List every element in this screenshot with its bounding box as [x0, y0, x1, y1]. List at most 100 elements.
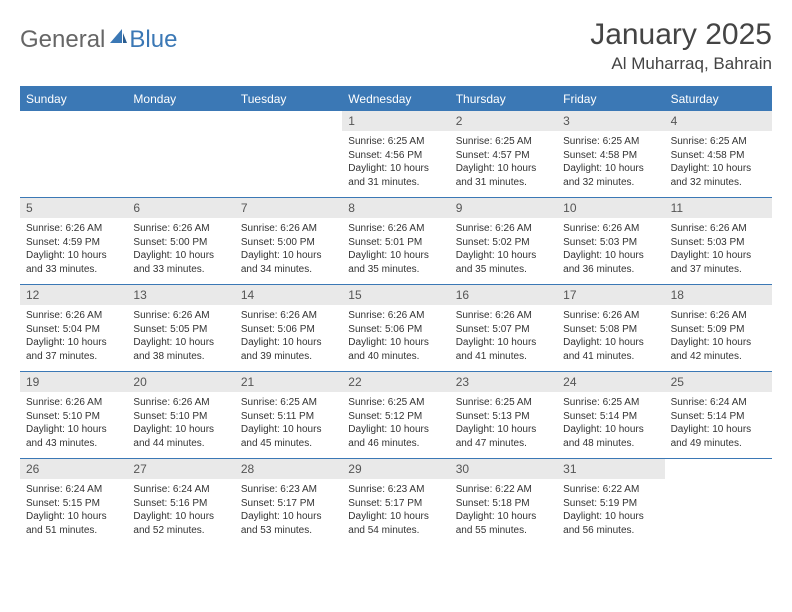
- sunrise-line: Sunrise: 6:22 AM: [456, 483, 551, 497]
- daylight-line: Daylight: 10 hours and 32 minutes.: [671, 162, 766, 189]
- day-info: Sunrise: 6:25 AMSunset: 5:12 PMDaylight:…: [342, 392, 449, 456]
- day-info: Sunrise: 6:25 AMSunset: 4:58 PMDaylight:…: [665, 131, 772, 195]
- dow-friday: Friday: [557, 88, 664, 110]
- daylight-line: Daylight: 10 hours and 51 minutes.: [26, 510, 121, 537]
- day-cell: 30Sunrise: 6:22 AMSunset: 5:18 PMDayligh…: [450, 459, 557, 545]
- day-cell: 24Sunrise: 6:25 AMSunset: 5:14 PMDayligh…: [557, 372, 664, 458]
- day-info: Sunrise: 6:26 AMSunset: 5:07 PMDaylight:…: [450, 305, 557, 369]
- sunset-line: Sunset: 5:03 PM: [671, 236, 766, 250]
- day-info: Sunrise: 6:24 AMSunset: 5:15 PMDaylight:…: [20, 479, 127, 543]
- day-info: Sunrise: 6:26 AMSunset: 5:01 PMDaylight:…: [342, 218, 449, 282]
- day-number: 11: [665, 198, 772, 218]
- sunrise-line: Sunrise: 6:25 AM: [348, 135, 443, 149]
- sunrise-line: Sunrise: 6:26 AM: [456, 222, 551, 236]
- sunset-line: Sunset: 5:17 PM: [348, 497, 443, 511]
- sunrise-line: Sunrise: 6:24 AM: [26, 483, 121, 497]
- day-cell: 28Sunrise: 6:23 AMSunset: 5:17 PMDayligh…: [235, 459, 342, 545]
- sunset-line: Sunset: 5:05 PM: [133, 323, 228, 337]
- daylight-line: Daylight: 10 hours and 41 minutes.: [563, 336, 658, 363]
- sunset-line: Sunset: 5:00 PM: [241, 236, 336, 250]
- day-info: Sunrise: 6:26 AMSunset: 5:05 PMDaylight:…: [127, 305, 234, 369]
- day-number: [235, 111, 342, 131]
- sunset-line: Sunset: 5:04 PM: [26, 323, 121, 337]
- day-number: 15: [342, 285, 449, 305]
- day-number: 27: [127, 459, 234, 479]
- sunset-line: Sunset: 5:10 PM: [133, 410, 228, 424]
- day-number: 30: [450, 459, 557, 479]
- sunset-line: Sunset: 5:13 PM: [456, 410, 551, 424]
- day-number: 13: [127, 285, 234, 305]
- sunrise-line: Sunrise: 6:25 AM: [456, 396, 551, 410]
- sunset-line: Sunset: 5:02 PM: [456, 236, 551, 250]
- day-info: Sunrise: 6:25 AMSunset: 4:58 PMDaylight:…: [557, 131, 664, 195]
- sunset-line: Sunset: 5:16 PM: [133, 497, 228, 511]
- title-block: January 2025 Al Muharraq, Bahrain: [590, 18, 772, 74]
- weeks-container: 1Sunrise: 6:25 AMSunset: 4:56 PMDaylight…: [20, 110, 772, 545]
- sunset-line: Sunset: 5:17 PM: [241, 497, 336, 511]
- daylight-line: Daylight: 10 hours and 46 minutes.: [348, 423, 443, 450]
- daylight-line: Daylight: 10 hours and 47 minutes.: [456, 423, 551, 450]
- day-info: Sunrise: 6:24 AMSunset: 5:14 PMDaylight:…: [665, 392, 772, 456]
- day-info: Sunrise: 6:26 AMSunset: 5:10 PMDaylight:…: [20, 392, 127, 456]
- sunset-line: Sunset: 5:03 PM: [563, 236, 658, 250]
- day-number: 24: [557, 372, 664, 392]
- sunset-line: Sunset: 4:57 PM: [456, 149, 551, 163]
- day-number: 5: [20, 198, 127, 218]
- sunset-line: Sunset: 5:06 PM: [348, 323, 443, 337]
- sunrise-line: Sunrise: 6:26 AM: [26, 222, 121, 236]
- day-info: Sunrise: 6:25 AMSunset: 5:14 PMDaylight:…: [557, 392, 664, 456]
- sunrise-line: Sunrise: 6:26 AM: [241, 222, 336, 236]
- sunset-line: Sunset: 5:19 PM: [563, 497, 658, 511]
- sunrise-line: Sunrise: 6:26 AM: [456, 309, 551, 323]
- day-cell: 5Sunrise: 6:26 AMSunset: 4:59 PMDaylight…: [20, 198, 127, 284]
- day-number: 2: [450, 111, 557, 131]
- day-number: 4: [665, 111, 772, 131]
- empty-cell: [20, 111, 127, 197]
- day-number: 18: [665, 285, 772, 305]
- daylight-line: Daylight: 10 hours and 34 minutes.: [241, 249, 336, 276]
- sunset-line: Sunset: 5:09 PM: [671, 323, 766, 337]
- daylight-line: Daylight: 10 hours and 56 minutes.: [563, 510, 658, 537]
- day-info: Sunrise: 6:22 AMSunset: 5:19 PMDaylight:…: [557, 479, 664, 543]
- daylight-line: Daylight: 10 hours and 49 minutes.: [671, 423, 766, 450]
- day-cell: 29Sunrise: 6:23 AMSunset: 5:17 PMDayligh…: [342, 459, 449, 545]
- day-number: 10: [557, 198, 664, 218]
- day-cell: 25Sunrise: 6:24 AMSunset: 5:14 PMDayligh…: [665, 372, 772, 458]
- daylight-line: Daylight: 10 hours and 36 minutes.: [563, 249, 658, 276]
- sunset-line: Sunset: 5:14 PM: [671, 410, 766, 424]
- dow-monday: Monday: [127, 88, 234, 110]
- week-row: 26Sunrise: 6:24 AMSunset: 5:15 PMDayligh…: [20, 458, 772, 545]
- day-cell: 1Sunrise: 6:25 AMSunset: 4:56 PMDaylight…: [342, 111, 449, 197]
- day-cell: 4Sunrise: 6:25 AMSunset: 4:58 PMDaylight…: [665, 111, 772, 197]
- sunrise-line: Sunrise: 6:22 AM: [563, 483, 658, 497]
- day-cell: 23Sunrise: 6:25 AMSunset: 5:13 PMDayligh…: [450, 372, 557, 458]
- daylight-line: Daylight: 10 hours and 42 minutes.: [671, 336, 766, 363]
- daylight-line: Daylight: 10 hours and 32 minutes.: [563, 162, 658, 189]
- daylight-line: Daylight: 10 hours and 54 minutes.: [348, 510, 443, 537]
- daylight-line: Daylight: 10 hours and 39 minutes.: [241, 336, 336, 363]
- sunrise-line: Sunrise: 6:25 AM: [241, 396, 336, 410]
- month-title: January 2025: [590, 18, 772, 52]
- day-info: Sunrise: 6:22 AMSunset: 5:18 PMDaylight:…: [450, 479, 557, 543]
- sunset-line: Sunset: 5:10 PM: [26, 410, 121, 424]
- day-info: Sunrise: 6:25 AMSunset: 5:11 PMDaylight:…: [235, 392, 342, 456]
- day-cell: 17Sunrise: 6:26 AMSunset: 5:08 PMDayligh…: [557, 285, 664, 371]
- day-number: 20: [127, 372, 234, 392]
- daylight-line: Daylight: 10 hours and 37 minutes.: [671, 249, 766, 276]
- sunrise-line: Sunrise: 6:26 AM: [241, 309, 336, 323]
- day-number: 19: [20, 372, 127, 392]
- daylight-line: Daylight: 10 hours and 55 minutes.: [456, 510, 551, 537]
- sunrise-line: Sunrise: 6:24 AM: [133, 483, 228, 497]
- daylight-line: Daylight: 10 hours and 44 minutes.: [133, 423, 228, 450]
- day-number: 12: [20, 285, 127, 305]
- day-cell: 20Sunrise: 6:26 AMSunset: 5:10 PMDayligh…: [127, 372, 234, 458]
- daylight-line: Daylight: 10 hours and 53 minutes.: [241, 510, 336, 537]
- day-info: Sunrise: 6:26 AMSunset: 5:00 PMDaylight:…: [127, 218, 234, 282]
- sunset-line: Sunset: 4:56 PM: [348, 149, 443, 163]
- dow-thursday: Thursday: [450, 88, 557, 110]
- daylight-line: Daylight: 10 hours and 43 minutes.: [26, 423, 121, 450]
- sunrise-line: Sunrise: 6:23 AM: [241, 483, 336, 497]
- day-cell: 16Sunrise: 6:26 AMSunset: 5:07 PMDayligh…: [450, 285, 557, 371]
- calendar: SundayMondayTuesdayWednesdayThursdayFrid…: [20, 86, 772, 545]
- daylight-line: Daylight: 10 hours and 33 minutes.: [133, 249, 228, 276]
